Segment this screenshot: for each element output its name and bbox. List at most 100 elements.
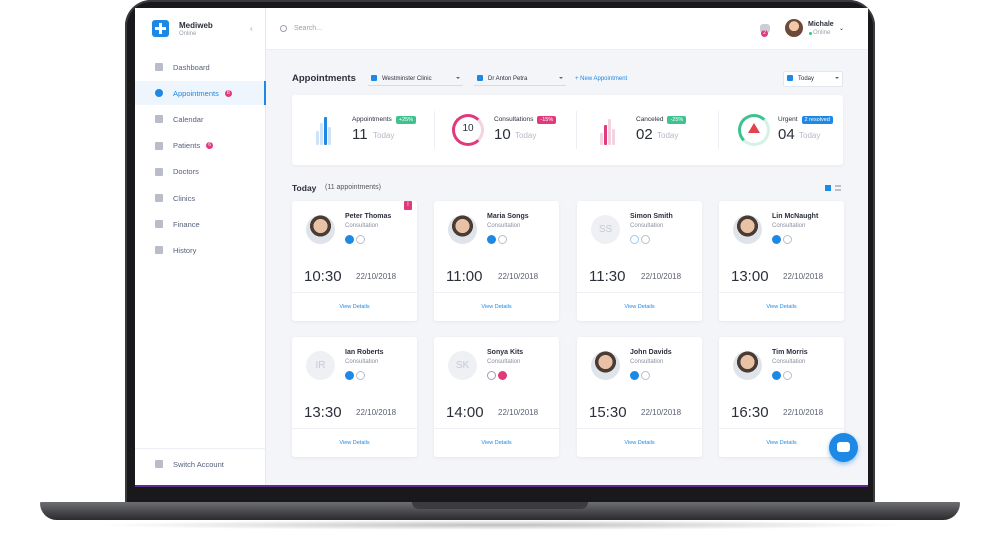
cancel-button[interactable]	[641, 371, 650, 380]
nav-item[interactable]: Appointments 8	[135, 81, 266, 106]
cancel-button[interactable]	[356, 235, 365, 244]
collapse-button[interactable]: ‹	[250, 24, 253, 33]
doctor-select[interactable]: Dr Anton Petra	[474, 72, 566, 86]
date-select[interactable]: Today	[783, 71, 843, 87]
appointment-card: SK Sonya Kits Consultation 14:00 22/10/2018 V…	[434, 337, 559, 457]
patient-avatar	[733, 215, 762, 244]
nav-label: History	[173, 245, 197, 255]
appointment-card: IR Ian Roberts Consultation 13:30 22/10/2018…	[292, 337, 417, 457]
chat-icon	[837, 442, 850, 452]
appointment-date: 22/10/2018	[783, 408, 824, 417]
confirm-button[interactable]	[345, 235, 354, 244]
user-name[interactable]: Michale	[808, 21, 834, 28]
bar-icon	[320, 123, 323, 145]
nav-list: Dashboard Appointments 8 Calendar Patients 6 D…	[135, 55, 266, 275]
confirm-button[interactable]	[630, 235, 639, 244]
user-status: Online	[813, 30, 831, 36]
nav-item[interactable]: Patients 6	[135, 134, 266, 158]
new-appointment-button[interactable]: + New Appointment	[575, 76, 628, 82]
view-details-link[interactable]: View Details	[766, 304, 797, 310]
confirm-button[interactable]	[487, 371, 496, 380]
patient-name: Simon Smith	[630, 213, 673, 220]
nav-item[interactable]: Finance	[135, 212, 266, 236]
card-divider	[719, 292, 844, 293]
card-divider	[577, 428, 702, 429]
confirm-button[interactable]	[630, 371, 639, 380]
brand-name: Mediweb	[179, 21, 213, 30]
nav-badge: 6	[206, 142, 214, 150]
stat-divider	[576, 111, 577, 149]
card-divider	[434, 292, 559, 293]
stat-change: -25%	[667, 116, 687, 124]
confirm-button[interactable]	[487, 235, 496, 244]
laptop-shadow	[90, 520, 910, 530]
notification-icon[interactable]	[760, 24, 770, 33]
stat-period: Today	[799, 131, 821, 140]
list-view-toggle[interactable]	[835, 185, 841, 191]
view-details-link[interactable]: View Details	[339, 440, 370, 446]
nav-icon	[155, 141, 163, 150]
appointment-date: 22/10/2018	[498, 408, 539, 417]
nav-icon	[155, 63, 163, 71]
stat-change: -15%	[537, 116, 557, 124]
nav-label: Finance	[173, 219, 200, 229]
confirm-button[interactable]	[772, 235, 781, 244]
card-divider	[577, 292, 702, 293]
stats-panel: Appointments +25% 11 Today 10 Consultations -1…	[292, 95, 843, 165]
nav-item[interactable]: Doctors	[135, 160, 266, 184]
view-details-link[interactable]: View Details	[481, 440, 512, 446]
switch-label: Switch Account	[173, 459, 224, 469]
appointment-type: Consultation	[630, 359, 664, 365]
screen-edge	[135, 484, 868, 487]
view-details-link[interactable]: View Details	[339, 304, 370, 310]
stat-value: 10	[494, 126, 511, 143]
patient-name: Tim Morris	[772, 349, 808, 356]
user-menu[interactable]: ⌄	[839, 26, 845, 32]
bar-icon	[600, 133, 603, 145]
appointment-type: Consultation	[487, 359, 521, 365]
nav-item[interactable]: Clinics	[135, 186, 266, 210]
user-avatar[interactable]	[785, 19, 803, 37]
stat-period: Today	[373, 131, 395, 140]
divider	[135, 448, 266, 449]
stat-label: Consultations -15%	[494, 116, 557, 124]
clinic-select[interactable]: Westminster Clinic	[368, 72, 463, 86]
cancel-button[interactable]	[498, 371, 507, 380]
appointment-card: John Davids Consultation 15:30 22/10/2018 Vi…	[577, 337, 702, 457]
grid-view-toggle[interactable]	[825, 185, 831, 191]
search-input[interactable]: Search...	[294, 25, 323, 32]
clinic-label: Westminster Clinic	[382, 75, 432, 82]
appointment-date: 22/10/2018	[783, 272, 824, 281]
stat-divider	[718, 111, 719, 149]
view-details-link[interactable]: View Details	[481, 304, 512, 310]
patient-name: Sonya Kits	[487, 349, 524, 356]
nav-item[interactable]: Calendar	[135, 107, 266, 131]
patient-avatar: IR	[306, 351, 335, 380]
nav-icon	[155, 220, 163, 229]
cancel-button[interactable]	[498, 235, 507, 244]
view-details-link[interactable]: View Details	[624, 304, 655, 310]
confirm-button[interactable]	[772, 371, 781, 380]
stat-change: +25%	[395, 116, 416, 124]
nav-badge: 8	[224, 89, 232, 97]
confirm-button[interactable]	[345, 371, 354, 380]
cancel-button[interactable]	[356, 371, 365, 380]
appointment-time: 13:30	[304, 404, 342, 421]
nav-item[interactable]: History	[135, 238, 266, 262]
bar-icon	[604, 125, 607, 145]
cancel-button[interactable]	[783, 371, 792, 380]
nav-label: Dashboard	[173, 62, 210, 72]
cancel-button[interactable]	[783, 235, 792, 244]
chat-button[interactable]	[829, 433, 858, 462]
bar-icon	[612, 129, 615, 145]
switch-account[interactable]: Switch Account	[135, 452, 266, 476]
view-details-link[interactable]: View Details	[624, 440, 655, 446]
stat-divider	[434, 111, 435, 149]
nav-item[interactable]: Dashboard	[135, 55, 266, 79]
view-details-link[interactable]: View Details	[766, 440, 797, 446]
appointment-card: ! Peter Thomas Consultation 10:30 22/10/2018…	[292, 201, 417, 321]
search-icon	[280, 25, 287, 32]
cancel-button[interactable]	[641, 235, 650, 244]
appointment-type: Consultation	[345, 359, 379, 365]
nav-icon	[155, 89, 163, 98]
